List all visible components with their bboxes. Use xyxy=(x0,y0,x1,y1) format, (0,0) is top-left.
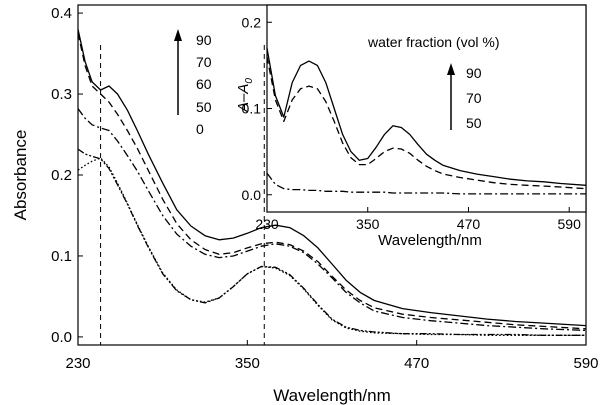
inset-x-tick-label: 350 xyxy=(356,216,380,232)
main-y-tick-label: 0.0 xyxy=(51,329,72,346)
inset-y-label-subscript: 0 xyxy=(244,78,255,84)
inset-y-axis-label: A–A0 xyxy=(235,78,255,113)
inset-y-label-dash: – xyxy=(235,93,252,103)
inset-legend-value-2: 70 xyxy=(466,90,482,106)
main-series-line-0 xyxy=(77,157,586,336)
inset-legend-value-1: 90 xyxy=(466,65,482,81)
main-legend-arrow-head xyxy=(174,29,182,41)
main-legend-value-3: 60 xyxy=(196,76,212,92)
main-y-tick-label: 0.3 xyxy=(51,86,72,103)
main-series-line-60 xyxy=(77,108,587,332)
main-x-axis-label: Wavelength/nm xyxy=(273,386,390,405)
main-legend-value-5: 0 xyxy=(196,121,204,137)
inset-legend: water fraction (vol %) 90 70 50 xyxy=(367,34,499,131)
inset-legend-title: water fraction (vol %) xyxy=(367,34,499,50)
inset-y-label-sub-base: A xyxy=(235,84,252,95)
svg-text:A–A0: A–A0 xyxy=(235,78,255,113)
inset-x-tick-label: 590 xyxy=(558,216,582,232)
main-legend-value-4: 50 xyxy=(196,99,212,115)
inset-y-tick-label: 0.1 xyxy=(242,101,262,117)
inset-y-label-main: A xyxy=(235,102,252,113)
main-legend-value-1: 90 xyxy=(196,32,212,48)
inset-x-tick-label: 470 xyxy=(457,216,481,232)
inset-y-tick-label: 0.0 xyxy=(242,187,262,203)
inset-x-axis-label: Wavelength/nm xyxy=(378,232,482,249)
inset-series-line-50 xyxy=(266,172,586,195)
main-y-tick-label: 0.1 xyxy=(51,248,72,265)
inset-series-line-70 xyxy=(266,56,587,190)
inset-x-tick-label: 230 xyxy=(255,216,279,232)
main-x-tick-label: 590 xyxy=(573,355,598,372)
main-x-tick-label: 230 xyxy=(65,355,90,372)
main-legend-value-2: 70 xyxy=(196,54,212,70)
inset-legend-arrow-head xyxy=(447,63,455,75)
main-legend: 90 70 60 50 0 xyxy=(174,29,212,137)
main-x-tick-label: 470 xyxy=(404,355,429,372)
main-y-axis-label: Absorbance xyxy=(11,130,30,221)
main-x-tick-label: 350 xyxy=(235,355,260,372)
main-y-tick-label: 0.4 xyxy=(51,5,72,22)
main-series-line-90 xyxy=(77,29,587,327)
inset-y-tick-label: 0.2 xyxy=(242,14,262,30)
inset-legend-value-3: 50 xyxy=(466,115,482,131)
main-y-tick-label: 0.2 xyxy=(51,167,72,184)
inset-series-line-90 xyxy=(266,47,587,186)
